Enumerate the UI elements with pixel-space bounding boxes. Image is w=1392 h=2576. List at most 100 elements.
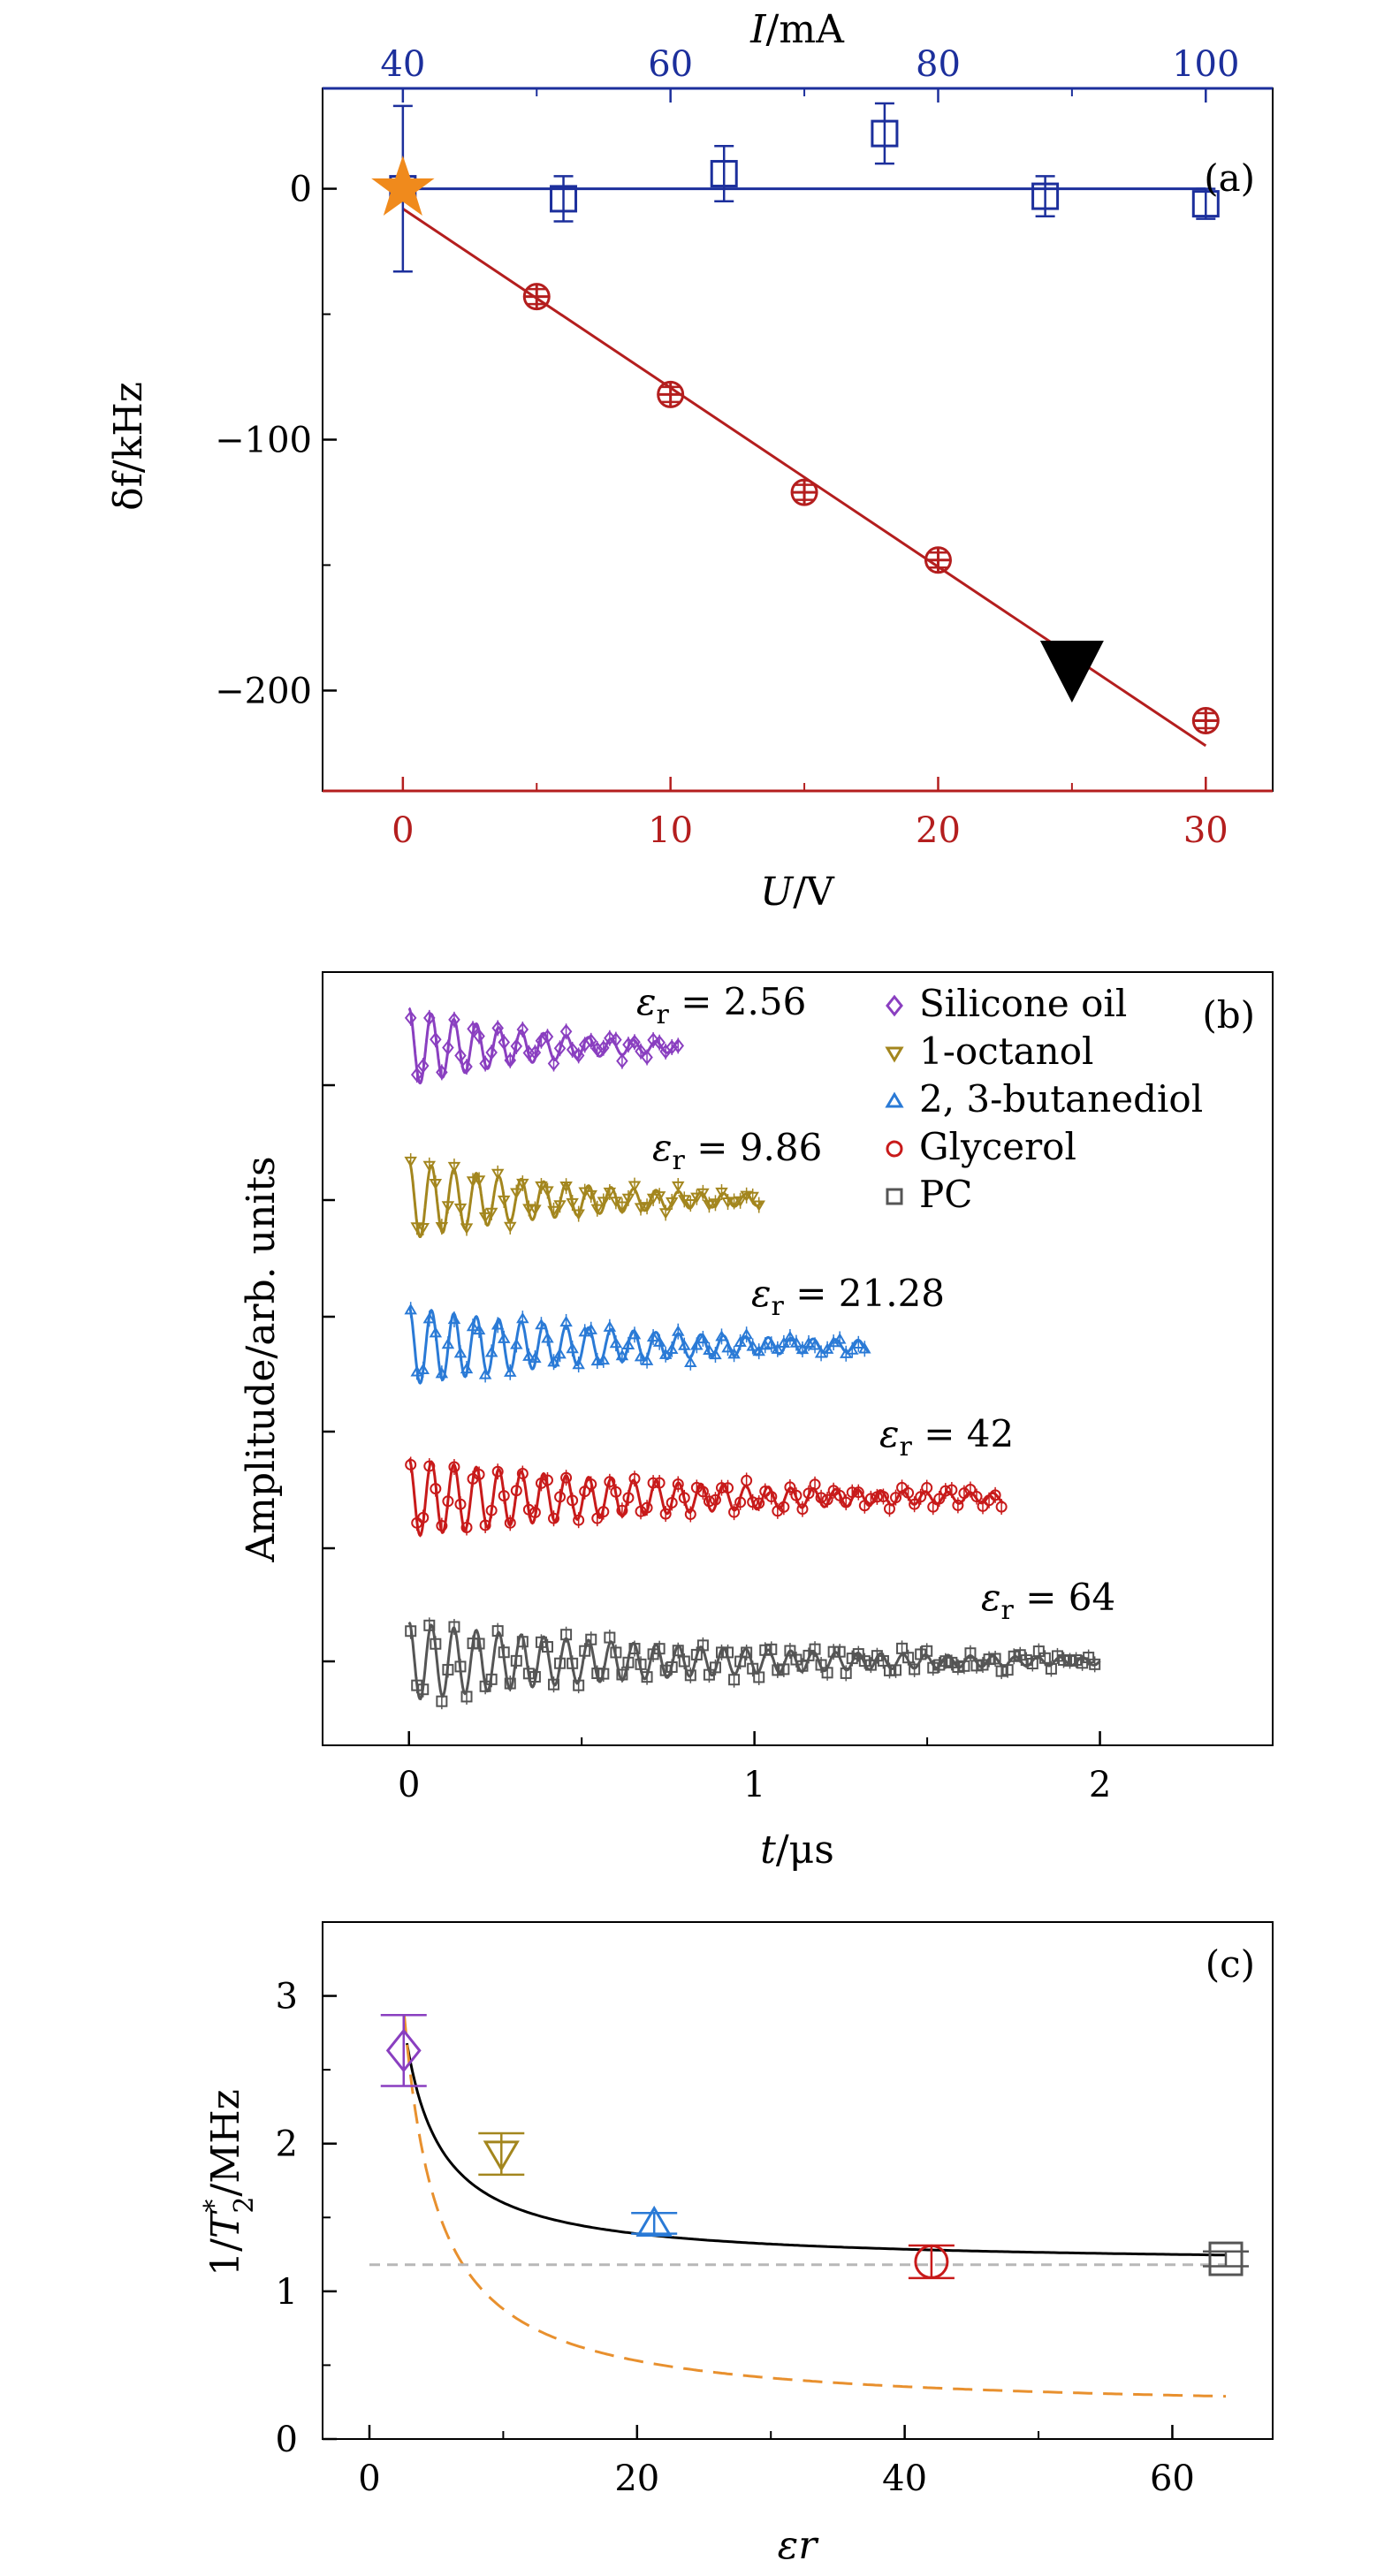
panel-b-point-3 [510,1485,522,1497]
panel-c-errorbar-0 [380,2014,427,2087]
panel-b-point-4 [684,1669,696,1682]
panel-b-ticks: 0 1 2 [323,1083,1111,1805]
panel-b-point-3 [635,1505,647,1517]
panel-b-point-3 [939,1485,952,1497]
panel-b-point-3 [541,1474,553,1486]
panel-b-point-3 [417,1511,430,1524]
panel-b-point-1 [504,1221,517,1234]
panel-b-point-1 [553,1200,567,1212]
panel-b-point-3 [567,1494,579,1507]
panel-b-point-2 [652,1335,666,1347]
panel-b-point-1 [466,1176,480,1188]
panel-b-point-4 [610,1646,622,1659]
panel-b-point-3 [647,1477,659,1489]
panel-b-point-1 [615,1201,629,1212]
panel-b-point-2 [696,1332,710,1344]
panel-b-point-3 [784,1481,796,1493]
panel-c-y-axis-sup: * [199,2200,230,2213]
panel-b-point-3 [616,1504,628,1516]
panel-b-frame [322,971,1274,1746]
panel-b-point-1 [435,1222,449,1234]
panel-b-point-4 [454,1660,467,1673]
panel-b-point-2 [422,1312,437,1324]
panel-b-legend-marker-2 [885,1091,904,1108]
panel-b-point-4 [653,1643,666,1655]
panel-b-point-2 [752,1344,765,1356]
panel-b-legend-marker-0 [886,994,903,1017]
panel-b-point-3 [573,1514,585,1526]
panel-b-point-1 [646,1193,660,1205]
panel-b-point-1 [547,1205,560,1218]
panel-b-point-3 [883,1502,895,1515]
panel-b-point-4 [498,1646,510,1659]
panel-b-point-2 [603,1320,617,1332]
panel-b-point-2 [516,1311,529,1324]
panel-b-point-4 [921,1645,933,1657]
panel-b-point-2 [416,1363,430,1374]
panel-b-point-4 [703,1668,715,1681]
panel-b-point-3 [952,1499,964,1511]
panel-b-point-4 [802,1649,815,1661]
panel-b-point-4 [1032,1645,1045,1658]
panel-a-top-axis-unit: /mA [766,7,846,52]
panel-b-point-0 [479,1056,491,1072]
panel-b-point-2 [777,1336,791,1348]
panel-b-point-3 [604,1476,616,1488]
panel-b-point-4 [964,1647,977,1660]
panel-b-point-4 [821,1667,833,1679]
panel-b-data-points-1 [404,1152,765,1236]
panel-b-point-4 [989,1653,1001,1665]
panel-b-point-2 [640,1354,654,1365]
panel-b-legend-marker-3 [886,1140,903,1158]
panel-b-point-4 [635,1658,647,1670]
panel-b-point-4 [815,1659,827,1671]
panel-b-legend-label-2: 2, 3-butanediol [919,1077,1203,1121]
panel-c-y-tick-label-1: 1 [276,2272,298,2313]
panel-b-point-4 [995,1665,1008,1677]
panel-b-point-3 [504,1516,516,1529]
panel-c-y-axis-label: 1/T*2/MHz [199,2089,260,2276]
panel-c-point-1 [483,2140,520,2172]
panel-a-top-tick-label-1: 60 [648,44,693,85]
panel-b-point-3 [485,1504,498,1516]
panel-b-point-3 [672,1478,684,1490]
panel-b-point-3 [709,1493,721,1506]
panel-b-point-0 [454,1048,467,1064]
panel-b-point-3 [597,1506,610,1518]
panel-a-point-0-4 [1191,707,1220,734]
panel-c-label: (c) [1206,1942,1255,1986]
panel-b-point-2 [559,1315,573,1327]
panel-b-point-2 [764,1338,779,1349]
panel-b-point-0 [641,1050,653,1065]
panel-b-point-1 [472,1175,486,1187]
panel-b-point-1 [628,1181,642,1192]
panel-b-point-2 [795,1342,810,1355]
panel-b-point-4 [485,1673,498,1685]
panel-a-point-1-1 [550,185,578,213]
panel-b-point-1 [429,1179,443,1190]
panel-a-errorbar-1-1 [553,175,574,223]
panel-b-point-4 [778,1663,790,1676]
panel-b-point-1 [665,1197,679,1209]
panel-b-point-3 [703,1495,715,1508]
panel-a-bottom-tick-label-2: 20 [916,810,961,851]
panel-b-point-3 [946,1484,958,1496]
panel-b-point-3 [666,1496,678,1508]
panel-b-point-1 [497,1195,511,1207]
panel-b-point-2 [646,1330,660,1342]
panel-b-point-1 [453,1203,468,1215]
panel-a-point-0-3 [924,546,952,574]
panel-b-point-4 [696,1639,709,1652]
panel-b-point-3 [722,1482,734,1494]
panel-b-point-0 [610,1032,622,1048]
panel-b-point-4 [672,1645,684,1657]
panel-b-point-2 [460,1362,474,1374]
panel-b-point-4 [722,1646,734,1659]
panel-b-point-4 [852,1648,864,1660]
panel-b-point-3 [659,1508,672,1520]
panel-b-point-0 [622,1037,635,1052]
panel-b-point-4 [890,1664,902,1676]
panel-b-point-4 [909,1663,921,1676]
panel-a-point-0-1 [657,380,685,408]
